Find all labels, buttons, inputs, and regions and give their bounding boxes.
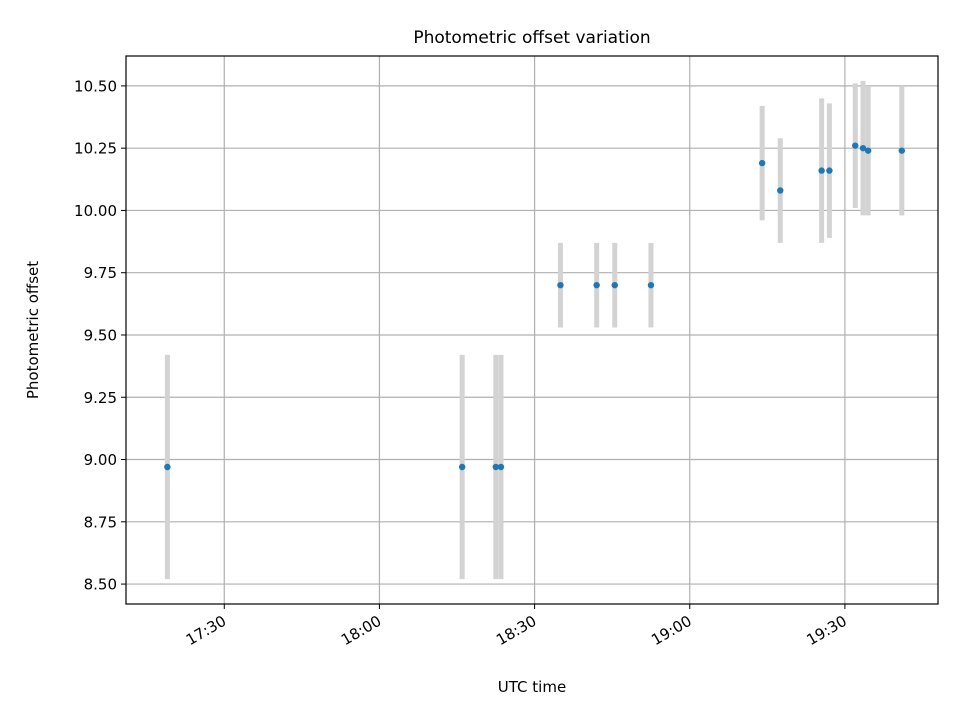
data-point: [647, 281, 655, 289]
data-point: [852, 142, 859, 149]
plot-frame: [125, 55, 939, 605]
data-point: [758, 159, 766, 167]
data-point: [859, 144, 867, 152]
chart-title: Photometric offset variation: [413, 28, 650, 48]
grid: [126, 56, 938, 604]
y-axis-label: Photometric offset: [24, 261, 42, 399]
y-tick-label: 10.00: [74, 202, 117, 220]
data-point: [492, 463, 499, 471]
data-point: [458, 463, 466, 471]
data-point: [898, 147, 905, 154]
y-tick-label: 8.75: [84, 513, 117, 531]
data-point: [777, 187, 784, 194]
y-tick-label: 9.75: [84, 264, 117, 282]
data-point: [557, 281, 564, 289]
y-tick-label: 9.00: [84, 451, 117, 469]
y-tick-label: 9.50: [84, 326, 117, 344]
y-tick-label: 9.25: [84, 389, 117, 407]
data-point: [826, 167, 833, 174]
y-axis: 8.50 8.75 9.00 9.25 9.50 9.75 10.00 10.25 10.50: [74, 77, 126, 594]
y-tick-label: 10.50: [74, 77, 117, 95]
y-tick-label: 10.25: [74, 140, 117, 158]
y-tick-label: 8.50: [84, 576, 117, 594]
data-point: [611, 281, 618, 289]
data-point: [164, 463, 171, 471]
data-point: [864, 147, 872, 154]
data-point: [593, 281, 600, 289]
x-axis-label: UTC time: [498, 678, 566, 696]
data-point: [497, 463, 505, 471]
data-point: [818, 167, 825, 174]
data-points: [164, 142, 905, 471]
